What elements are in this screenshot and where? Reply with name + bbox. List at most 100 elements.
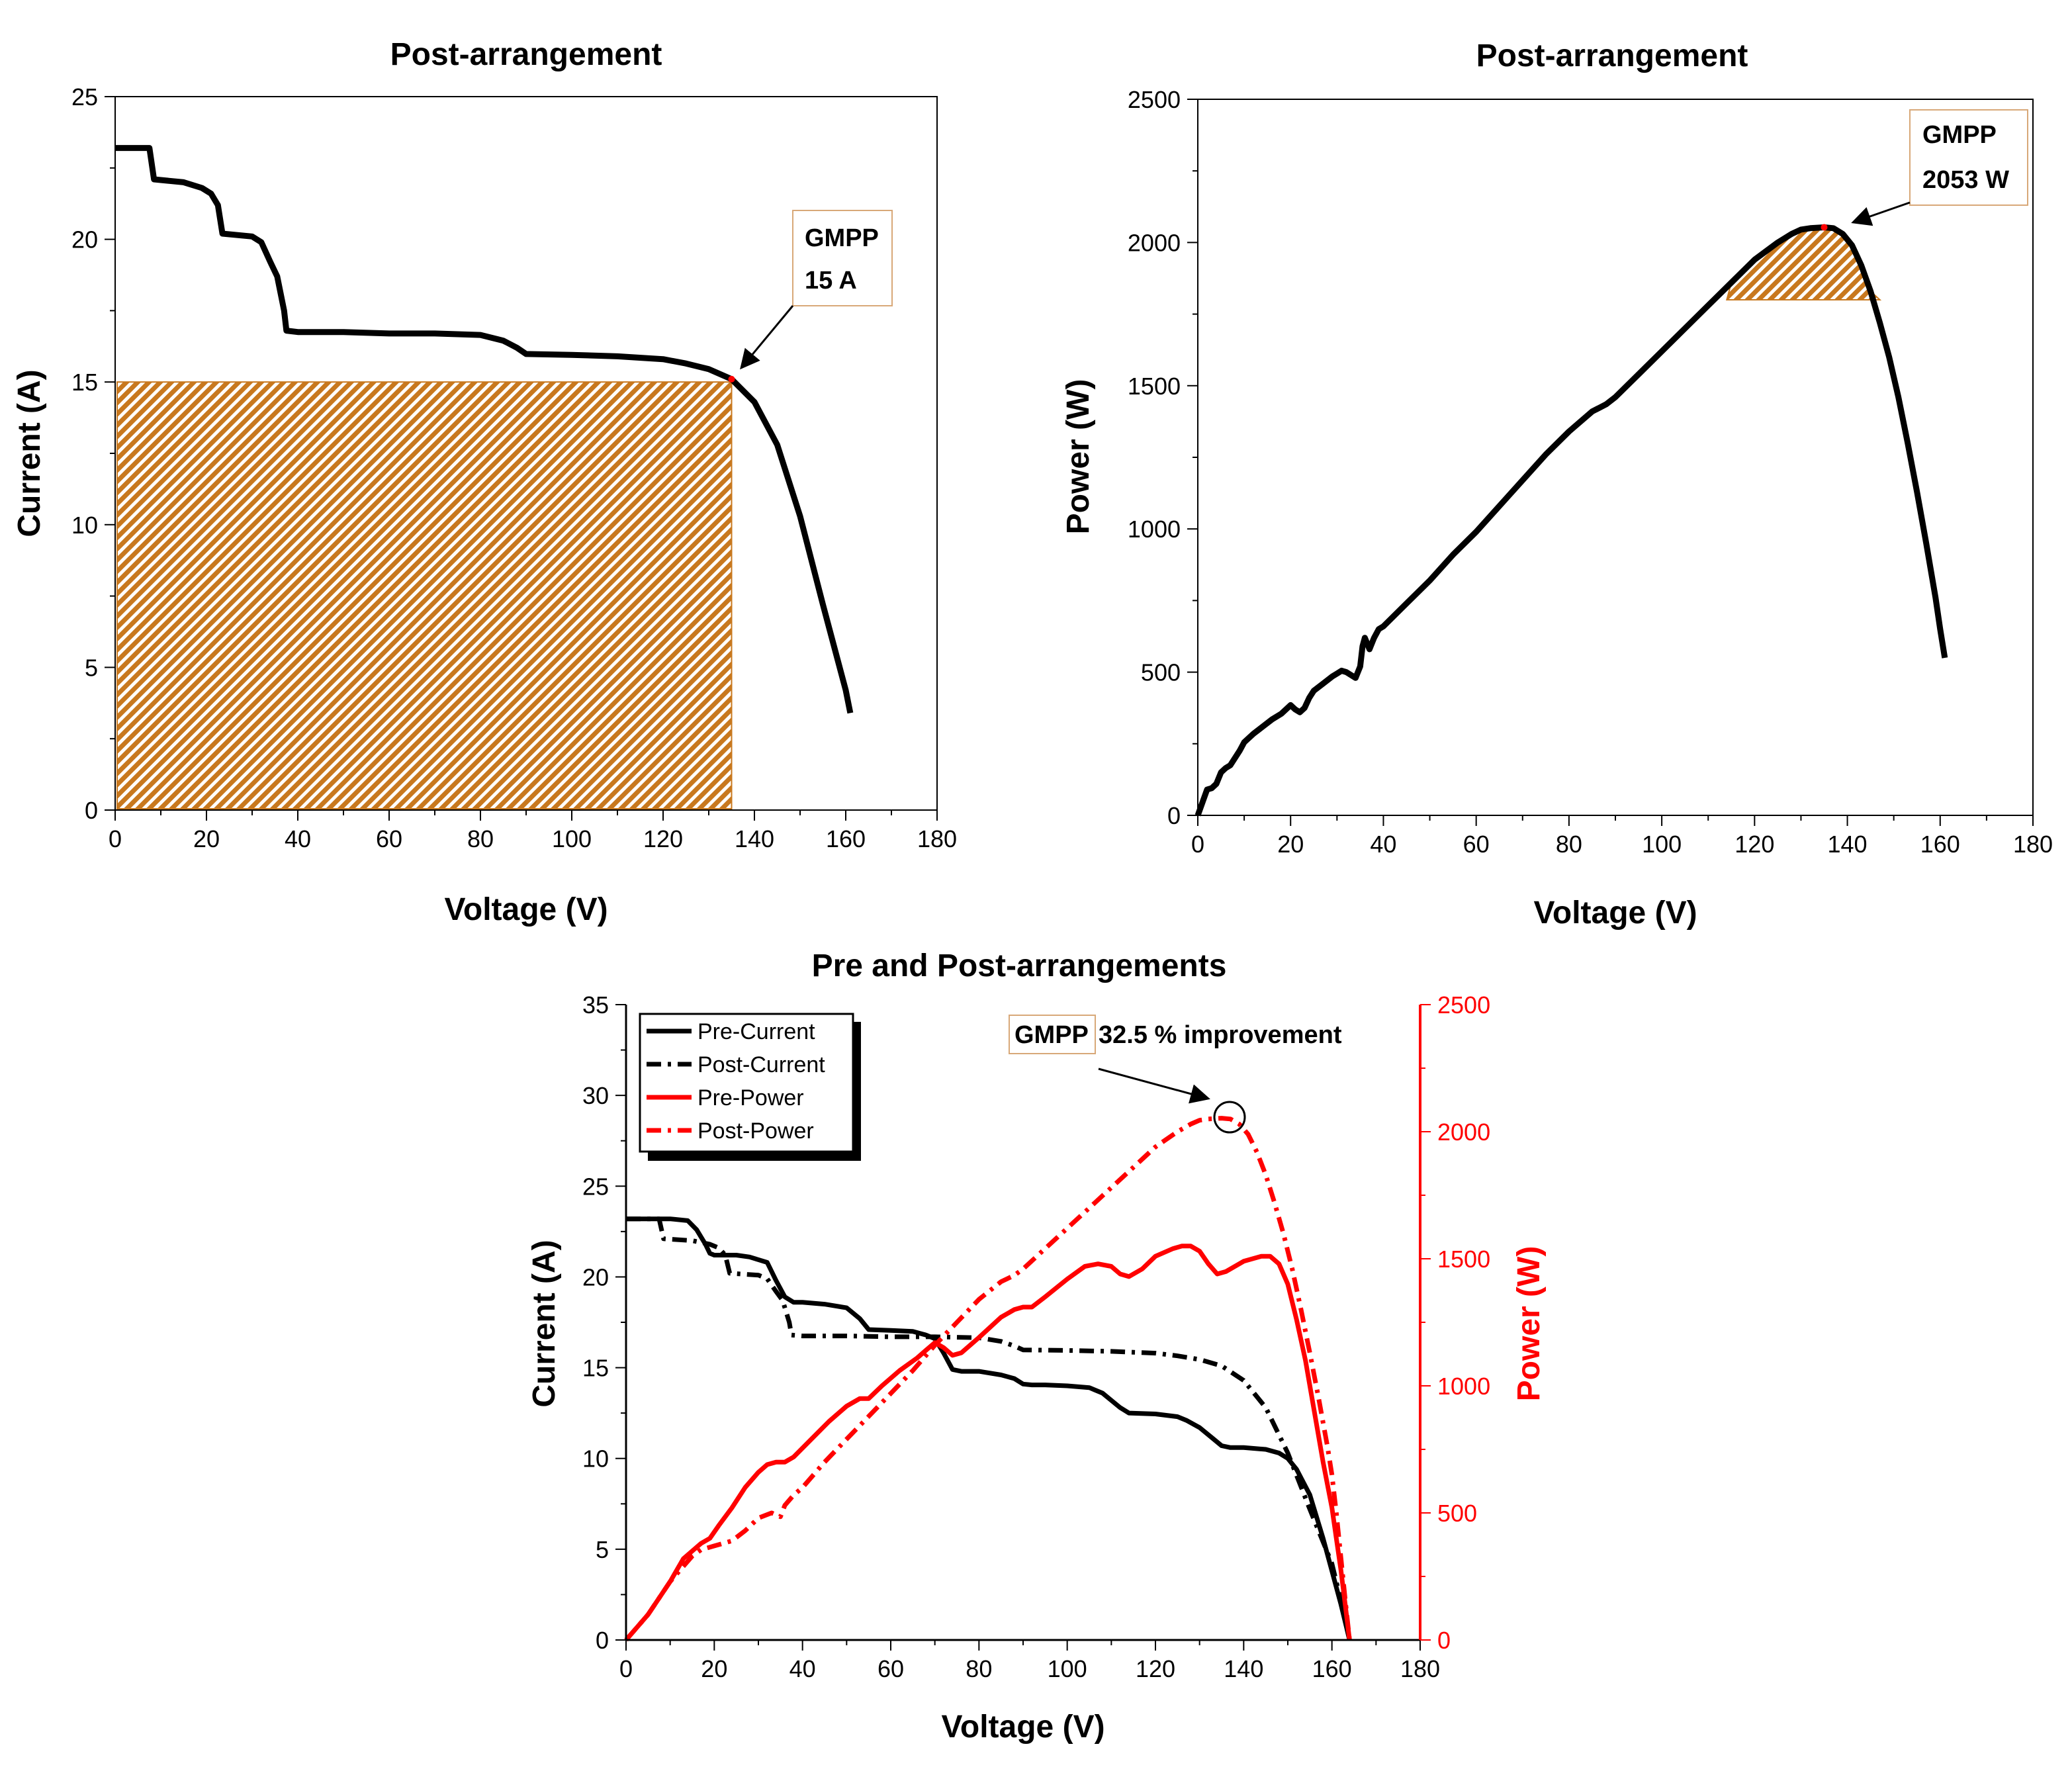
chart3-x-tick-label: 40 — [789, 1655, 816, 1682]
power-chart: Post-arrangement 0 20 40 60 80 100 120 140 160 18… — [1061, 38, 2053, 931]
chart3-x-tick-label: 80 — [966, 1655, 992, 1682]
chart3-gmpp-circle — [1213, 1101, 1246, 1134]
chart3-title: Pre and Post-arrangements — [812, 948, 1227, 983]
chart2-x-tick-label: 0 — [1191, 831, 1204, 858]
chart3-gmpp-arrow — [1098, 1068, 1210, 1104]
chart3-x-tick-label: 140 — [1224, 1655, 1263, 1682]
chart1-x-tick-label: 140 — [735, 825, 774, 852]
chart1-y-tick-label: 20 — [71, 226, 98, 253]
chart2-gmpp-arrow — [1851, 201, 1911, 226]
legend-label-post-power: Post-Power — [698, 1118, 814, 1144]
chart1-gmpp-box — [792, 210, 893, 306]
chart3-line-post-power — [624, 1116, 1352, 1642]
chart3-y2-axis-label: Power (W) — [1511, 1246, 1547, 1402]
chart2-power-line — [1194, 224, 1948, 817]
chart1-x-tick-label: 0 — [109, 825, 122, 852]
chart2-frame — [1197, 99, 2034, 816]
chart3-x-tick-label: 0 — [619, 1655, 633, 1682]
chart3-line-pre-current — [626, 1216, 1352, 1641]
chart2-x-tick-label: 140 — [1828, 831, 1868, 858]
comparison-chart: Pre and Post-arrangements 0 20 40 60 80 100 12… — [527, 948, 1547, 1745]
chart2-x-tick-label: 80 — [1556, 831, 1582, 858]
chart2-x-tick-label: 40 — [1370, 831, 1396, 858]
chart3-y-tick-label: 25 — [582, 1173, 609, 1200]
chart1-y-tick-label: 25 — [71, 83, 98, 111]
current-chart: Post-arrangement 0 20 40 60 80 100 120 140 160 18… — [12, 37, 957, 927]
chart1-current-line — [115, 145, 854, 714]
chart3-line-post-current — [626, 1216, 1352, 1641]
chart1-gmpp-marker — [728, 375, 735, 383]
chart2-y-tick-label: 1000 — [1128, 516, 1181, 543]
chart2-y-tick-label: 500 — [1141, 659, 1181, 686]
chart3-y2-tick-label: 500 — [1437, 1500, 1477, 1527]
chart2-gmpp-marker — [1821, 224, 1828, 231]
chart3-x-tick-label: 100 — [1048, 1655, 1087, 1682]
chart2-x-tick-label: 160 — [1920, 831, 1960, 858]
chart2-x-tick-label: 20 — [1277, 831, 1304, 858]
chart3-gmpp-text: 32.5 % improvement — [1099, 1021, 1342, 1049]
chart2-gmpp-label: GMPP — [1922, 121, 1997, 149]
legend-box — [639, 1013, 854, 1153]
chart2-x-tick-label: 180 — [2013, 831, 2053, 858]
chart1-y-tick-label: 15 — [71, 369, 98, 396]
chart3-y-tick-label: 5 — [596, 1536, 609, 1563]
chart1-y-tick-label: 10 — [71, 512, 98, 539]
chart1-x-tick-label: 80 — [467, 825, 494, 852]
chart2-x-axis-label: Voltage (V) — [1533, 895, 1697, 931]
chart2-y-tick-label: 2500 — [1128, 86, 1181, 113]
chart1-y-axis-label: Current (A) — [12, 369, 47, 537]
legend-label-pre-current: Pre-Current — [698, 1019, 815, 1044]
chart3-x-tick-label: 160 — [1312, 1655, 1352, 1682]
chart3-y2-tick-label: 1000 — [1437, 1373, 1490, 1400]
chart3-x-tick-label: 120 — [1136, 1655, 1175, 1682]
chart1-gmpp-arrow — [740, 305, 794, 370]
chart1-frame — [114, 96, 938, 811]
chart3-y-tick-label: 30 — [582, 1082, 609, 1109]
chart3-y2-tick-label: 2500 — [1437, 991, 1490, 1019]
chart2-x-tick-label: 120 — [1734, 831, 1774, 858]
chart3-gmpp-label: GMPP — [1014, 1021, 1089, 1049]
chart1-x-tick-label: 100 — [552, 825, 592, 852]
chart1-x-tick-label: 120 — [643, 825, 683, 852]
chart1-x-tick-label: 40 — [285, 825, 311, 852]
chart2-y-tick-label: 2000 — [1128, 229, 1181, 256]
chart2-gmpp-box — [1909, 109, 2028, 206]
legend-label-pre-power: Pre-Power — [698, 1085, 804, 1111]
chart2-x-tick-label: 100 — [1642, 831, 1682, 858]
chart3-x-tick-label: 60 — [878, 1655, 904, 1682]
chart3-x-axis-label: Voltage (V) — [941, 1709, 1104, 1745]
chart1-y-tick-label: 5 — [85, 654, 98, 681]
chart3-y2-tick-label: 2000 — [1437, 1118, 1490, 1146]
chart3-y2-tick-label: 0 — [1437, 1627, 1451, 1654]
chart2-y-tick-label: 1500 — [1128, 373, 1181, 400]
chart1-shaded-region — [116, 381, 733, 809]
legend-label-post-current: Post-Current — [698, 1052, 825, 1077]
chart1-x-tick-label: 180 — [917, 825, 957, 852]
chart3-y-axis-label: Current (A) — [527, 1240, 562, 1407]
chart3-y-tick-label: 20 — [582, 1263, 609, 1291]
chart2-y-tick-label: 0 — [1167, 802, 1181, 829]
chart3-x-tick-label: 20 — [701, 1655, 727, 1682]
chart3-y-tick-label: 0 — [596, 1627, 609, 1654]
chart3-legend: Pre-Current Post-Current Pre-Power Post-… — [639, 1013, 861, 1161]
chart2-x-tick-label: 60 — [1463, 831, 1490, 858]
chart2-title: Post-arrangement — [1476, 38, 1748, 73]
chart1-x-axis-label: Voltage (V) — [444, 892, 608, 927]
chart1-x-tick-label: 160 — [826, 825, 866, 852]
chart1-y-tick-label: 0 — [85, 797, 98, 824]
chart3-x-tick-label: 180 — [1400, 1655, 1440, 1682]
chart1-gmpp-value: 15 A — [805, 267, 857, 295]
chart1-x-tick-label: 20 — [193, 825, 220, 852]
chart3-line-pre-power — [624, 1244, 1352, 1642]
chart3-y-tick-label: 35 — [582, 991, 609, 1019]
chart1-gmpp-label: GMPP — [805, 224, 879, 252]
chart3-y-tick-label: 10 — [582, 1445, 609, 1473]
chart3-y2-tick-label: 1500 — [1437, 1246, 1490, 1273]
chart2-y-axis-label: Power (W) — [1061, 379, 1096, 535]
chart3-gmpp-box — [1009, 1015, 1096, 1054]
chart1-title: Post-arrangement — [390, 37, 662, 72]
chart3-y-tick-label: 15 — [582, 1355, 609, 1382]
chart2-gmpp-value: 2053 W — [1922, 166, 2009, 194]
chart1-x-tick-label: 60 — [376, 825, 402, 852]
